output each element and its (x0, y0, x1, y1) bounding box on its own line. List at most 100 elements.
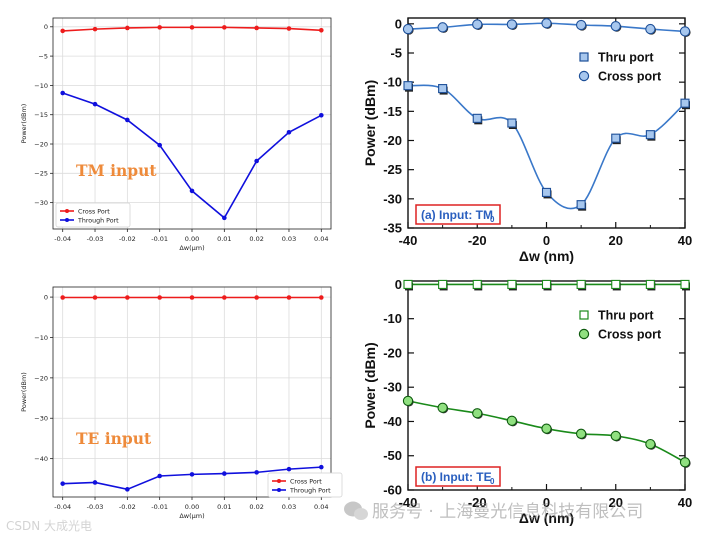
x-tick-label: -20 (468, 495, 487, 510)
data-point (125, 487, 130, 492)
data-point (222, 295, 227, 300)
annotation-text: (a) Input: TM (421, 208, 493, 222)
x-tick-label: 0.02 (249, 503, 263, 511)
data-point (507, 279, 517, 289)
data-point (472, 279, 482, 289)
y-tick-label: −20 (34, 374, 48, 382)
data-point (610, 430, 621, 442)
y-tick-label: -15 (383, 104, 402, 119)
legend-marker (579, 310, 589, 320)
y-tick-label: −30 (34, 415, 48, 423)
watermark: 服务号 · 上海曼光信息科技有限公司 CSDN 大成光电 (6, 501, 643, 533)
x-tick-label: 0.00 (185, 235, 199, 243)
data-point (437, 22, 448, 33)
data-point (679, 457, 691, 468)
data-point (680, 279, 690, 289)
y-axis-label: Power (dBm) (362, 342, 378, 428)
data-point (507, 118, 517, 128)
legend-label: Thru port (598, 51, 654, 65)
legend-marker (277, 488, 281, 492)
legend-label: Cross port (598, 328, 662, 342)
data-point (645, 279, 655, 289)
y-tick-label: 0 (395, 277, 402, 292)
x-tick-label: 0.03 (282, 235, 296, 243)
data-point (611, 133, 621, 143)
x-tick-label: 0 (543, 233, 550, 248)
y-tick-label: -40 (383, 414, 402, 429)
x-tick-label: -0.02 (119, 235, 136, 243)
data-point (645, 438, 656, 450)
data-point (189, 188, 195, 194)
x-tick-label: -0.01 (151, 235, 168, 243)
y-tick-label: -10 (383, 311, 402, 326)
data-point (680, 98, 690, 108)
data-point (541, 187, 552, 197)
data-point (157, 25, 162, 30)
x-tick-label: 0.02 (249, 235, 263, 243)
data-point (157, 142, 162, 148)
y-tick-label: −5 (38, 52, 48, 60)
y-tick-label: −10 (34, 334, 48, 342)
data-point (472, 113, 482, 123)
x-tick-label: 0 (543, 495, 550, 510)
legend: Thru port Cross port (578, 309, 662, 342)
x-tick-label: 0.01 (217, 235, 231, 243)
x-axis-label: Δw (nm) (519, 248, 574, 264)
data-point (402, 395, 414, 407)
data-point (438, 84, 448, 94)
annotation-box (415, 466, 501, 487)
legend-label: Thru port (598, 309, 654, 323)
data-point (60, 28, 65, 34)
annotation-text: (b) Input: TE (421, 470, 492, 484)
chart-te-simulation: -0.04 -0.03 -0.02 -0.01 0.00 0.01 0.02 0.03 0.04… (20, 286, 343, 520)
x-axis-label: Δw (nm) (519, 510, 574, 526)
legend-marker (277, 479, 281, 483)
data-point (319, 464, 324, 470)
data-point (679, 26, 691, 37)
panel-annotation: TM input (76, 161, 157, 180)
watermark-right-text: 服务号 · 上海曼光信息科技有限公司 (372, 502, 643, 522)
data-point (92, 26, 98, 32)
annotation-subscript: 0 (490, 215, 495, 224)
x-tick-label: -40 (399, 495, 418, 510)
data-point (645, 23, 656, 35)
data-point (472, 19, 483, 30)
data-point (286, 466, 292, 472)
data-point (541, 423, 552, 434)
chart-tm-simulation: -0.04 -0.03 -0.02 -0.01 0.00 0.01 0.02 0.03 0.04… (20, 17, 332, 252)
data-point (472, 408, 483, 419)
data-point (610, 21, 621, 32)
y-tick-label: 0 (44, 23, 48, 31)
x-tick-label: 0.01 (217, 503, 231, 511)
y-tick-label: −40 (34, 455, 48, 463)
data-point (403, 279, 413, 289)
y-tick-label: −25 (34, 170, 48, 178)
legend-label: Cross Port (290, 478, 322, 485)
x-tick-label: 0.03 (282, 503, 296, 511)
x-tick-label: -0.02 (119, 503, 136, 511)
data-point (437, 402, 448, 413)
data-point (222, 215, 227, 221)
x-tick-label: 40 (678, 495, 692, 510)
y-tick-label: −10 (34, 82, 48, 90)
y-tick-label: 0 (44, 293, 48, 301)
data-point (60, 90, 65, 96)
data-point (157, 295, 162, 300)
data-point (60, 481, 65, 486)
data-point (575, 428, 587, 439)
data-point (645, 130, 655, 140)
y-tick-label: 0 (395, 16, 402, 31)
data-point (541, 279, 552, 289)
y-tick-label: -60 (383, 483, 402, 498)
data-point (576, 279, 586, 289)
data-point (319, 295, 324, 300)
data-point (286, 129, 292, 135)
x-tick-label: -0.01 (151, 503, 168, 511)
y-tick-label: −15 (34, 111, 48, 119)
y-tick-label: -20 (383, 345, 402, 360)
y-axis-label: Power (dBm) (362, 80, 378, 166)
data-point (576, 200, 586, 210)
data-point (402, 23, 414, 35)
